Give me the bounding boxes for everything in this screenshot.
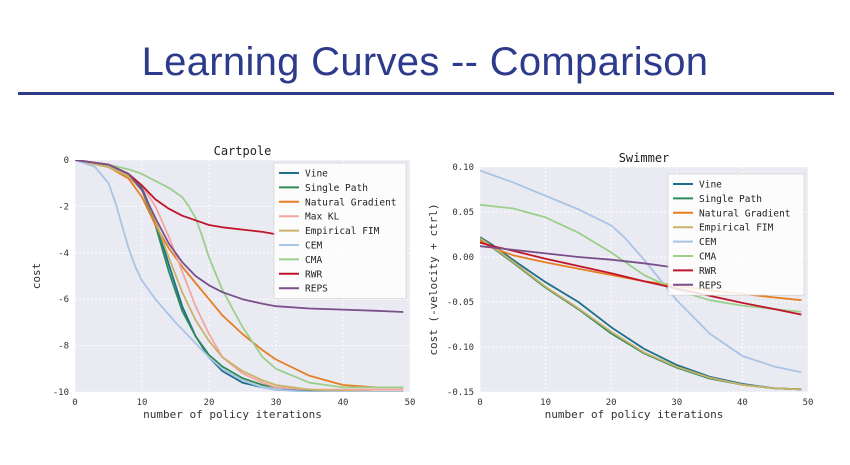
x-tick-label: 0 — [477, 398, 482, 408]
series-line-cma — [75, 160, 404, 389]
y-tick-label: -8 — [58, 342, 69, 352]
y-tick-label: -0.15 — [447, 388, 474, 398]
x-tick-label: 10 — [137, 398, 148, 408]
chart-title: Swimmer — [619, 151, 670, 165]
series-line-reps — [75, 160, 404, 313]
x-tick-label: 40 — [338, 398, 349, 408]
y-tick-label: -0.10 — [447, 343, 474, 353]
x-tick-label: 0 — [72, 398, 77, 408]
x-tick-label: 30 — [271, 398, 282, 408]
y-tick-label: -6 — [58, 295, 69, 305]
legend-entry: Vine — [305, 169, 328, 180]
legend: Vine Single Path Natural Gradient Max KL Emp… — [273, 162, 407, 299]
legend-entry: Empirical FIM — [305, 226, 380, 237]
legend-entry: RWR — [699, 266, 716, 277]
legend-entry: Single Path — [305, 183, 368, 194]
chart-cartpole: 0 10 20 30 40 50 0 -2 -4 -6 -8 -10 Cartpole number of… — [30, 144, 415, 421]
legend-entry: CEM — [305, 241, 322, 252]
x-tick-label: 20 — [606, 398, 617, 408]
series-line-cem — [75, 160, 404, 392]
y-tick-label: -0.05 — [447, 298, 474, 308]
x-tick-label: 50 — [803, 398, 814, 408]
legend-entry: Max KL — [305, 212, 340, 223]
y-tick-label: 0.10 — [452, 163, 474, 173]
legend-entry: RWR — [305, 269, 322, 280]
y-axis-label: cost (-velocity + ctrl) — [427, 203, 440, 355]
x-tick-label: 40 — [737, 398, 748, 408]
x-tick-label: 30 — [671, 398, 682, 408]
series-line-natural-gradient — [75, 160, 404, 389]
y-tick-label: 0.00 — [452, 253, 474, 263]
legend-entry: CMA — [699, 252, 716, 263]
legend: Vine Single Path Natural Gradient Empirical… — [667, 173, 805, 296]
legend-entry: REPS — [305, 284, 328, 295]
legend-entry: Natural Gradient — [305, 197, 397, 208]
chart-title: Cartpole — [214, 144, 272, 158]
legend-entry: Single Path — [699, 194, 762, 205]
title-rule — [18, 92, 834, 95]
legend-entry: Empirical FIM — [699, 223, 774, 234]
legend-box — [667, 173, 805, 296]
series-line-empirical-fim — [480, 237, 802, 391]
legend-entry: Natural Gradient — [699, 208, 791, 219]
legend-entry: REPS — [699, 280, 722, 291]
x-tick-label: 10 — [540, 398, 551, 408]
y-axis-label: cost — [30, 263, 43, 290]
y-tick-label: 0.05 — [452, 208, 474, 218]
y-tick-label: 0 — [64, 156, 69, 166]
x-axis-label: number of policy iterations — [545, 408, 724, 421]
series-line-reps — [480, 245, 671, 268]
y-tick-label: -2 — [58, 202, 69, 212]
x-axis-label: number of policy iterations — [143, 408, 322, 421]
slide-title: Learning Curves -- Comparison — [141, 40, 709, 84]
x-tick-label: 50 — [405, 398, 416, 408]
series-line-cma — [480, 203, 802, 313]
y-tick-label: -10 — [53, 388, 69, 398]
legend-entry: CMA — [305, 255, 322, 266]
series-line-cem — [480, 169, 802, 374]
y-tick-label: -4 — [58, 249, 69, 259]
legend-entry: CEM — [699, 237, 716, 248]
chart-swimmer: 0 10 20 30 40 50 0.10 0.05 0.00 -0.05 -0.10 -0.15 Sw… — [427, 151, 813, 421]
x-tick-label: 20 — [204, 398, 215, 408]
legend-entry: Vine — [699, 180, 722, 191]
